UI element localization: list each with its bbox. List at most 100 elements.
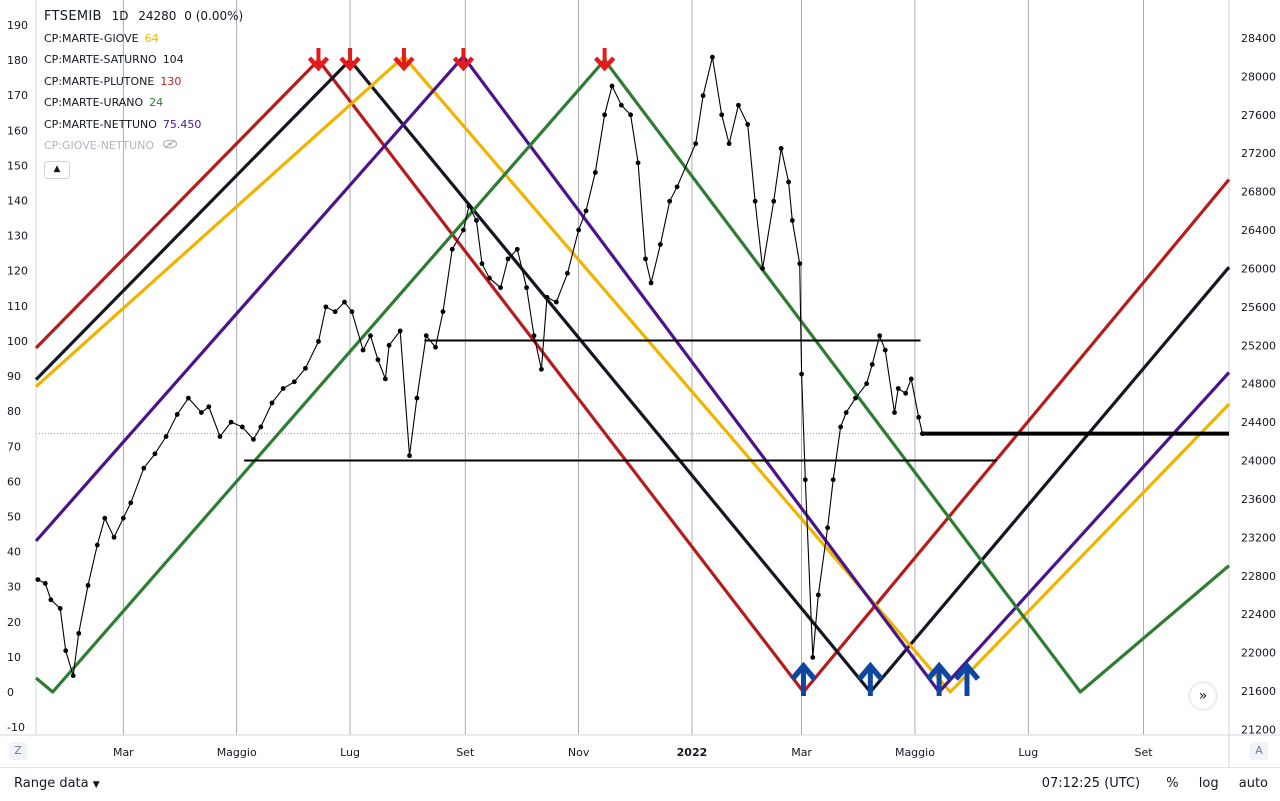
x-tick-label: Mar [791, 746, 812, 759]
price-point [460, 227, 466, 233]
price-point [407, 453, 412, 459]
price-point [843, 410, 849, 415]
cycle-line-cp-marte-giove[interactable] [34, 54, 1231, 694]
left-tick-label: 30 [7, 581, 21, 594]
x-tick-label: Lug [340, 746, 360, 759]
price-point [797, 261, 803, 267]
legend-item-marte-saturno[interactable]: CP:MARTE-SATURNO 104 [44, 49, 243, 71]
legend-series-name: CP:MARTE-URANO [44, 96, 144, 109]
price-point [853, 395, 858, 401]
right-tick-label: 26400 [1241, 224, 1276, 237]
symbol-name[interactable]: FTSEMIB [44, 9, 102, 24]
price-point [414, 395, 420, 401]
price-point [815, 592, 821, 598]
right-tick-label: 23200 [1241, 531, 1276, 544]
price-point [239, 424, 245, 430]
price-point [280, 386, 286, 391]
legend-series-name: CP:MARTE-GIOVE [44, 31, 139, 45]
price-point [895, 386, 901, 391]
price-line[interactable] [37, 57, 923, 676]
price-point [892, 410, 897, 415]
legend-item-marte-urano[interactable]: CP:MARTE-URANO 24 [44, 92, 243, 114]
right-tick-label: 24800 [1241, 378, 1276, 391]
left-tick-label: 70 [7, 440, 21, 453]
chevron-down-icon: ▼ [92, 780, 100, 790]
log-toggle[interactable]: log [1198, 776, 1219, 791]
left-tick-label: 80 [7, 405, 21, 418]
price-point [466, 203, 472, 209]
clock-time[interactable]: 07:12:25 (UTC) [1041, 776, 1141, 791]
price-point [479, 261, 485, 267]
left-tick-label: 190 [7, 19, 28, 32]
right-axis-settings-button[interactable]: A [1250, 742, 1268, 760]
price-point [778, 146, 784, 151]
price-point [745, 122, 751, 127]
price-series [35, 54, 925, 679]
price-point [628, 112, 634, 118]
right-tick-label: 23600 [1241, 493, 1276, 506]
scroll-to-realtime-button[interactable]: » [1190, 683, 1216, 709]
legend-series-value: 130 [160, 74, 182, 88]
price-point [760, 266, 765, 271]
price-point [726, 141, 732, 147]
footer-right: 07:12:25 (UTC) % log auto [1026, 776, 1268, 791]
price-point [903, 390, 909, 396]
percent-toggle[interactable]: % [1166, 776, 1179, 791]
price-point [291, 379, 297, 385]
legend-item-marte-nettuno[interactable]: CP:MARTE-NETTUNO 75.450 [44, 114, 243, 136]
legend-series-name: CP:GIOVE-NETTUNO [44, 139, 155, 152]
x-tick-label: 2022 [677, 746, 708, 759]
price-point [736, 102, 741, 108]
down-arrow-icon [593, 48, 616, 72]
price-chart[interactable]: Mar Maggio Lug Set Nov 2022 Mar Maggio Lug Set -10… [0, 0, 1280, 768]
price-point [57, 606, 63, 611]
change-value: 0 (0.00%) [184, 9, 244, 23]
legend-title-row[interactable]: FTSEMIB 1D 24280 0 (0.00%) [44, 6, 243, 28]
price-point [141, 465, 147, 471]
legend-series-value: 75.450 [162, 117, 202, 131]
price-point [635, 160, 641, 166]
cycle-line-cp-marte-plutone[interactable] [34, 58, 1231, 694]
price-point [710, 54, 715, 60]
price-point [576, 227, 582, 233]
cycle-line-cp-marte-nettuno[interactable] [34, 54, 1231, 694]
price-point [498, 285, 503, 291]
legend: FTSEMIB 1D 24280 0 (0.00%) CP:MARTE-GIOV… [44, 6, 243, 179]
price-point [592, 170, 598, 175]
arrow-head [307, 56, 330, 72]
right-tick-label: 22400 [1241, 608, 1276, 621]
eye-off-icon[interactable] [162, 139, 178, 152]
legend-item-marte-plutone[interactable]: CP:MARTE-PLUTONE 130 [44, 71, 243, 93]
price-point [332, 309, 338, 315]
right-tick-label: 24400 [1241, 416, 1276, 429]
auto-toggle[interactable]: auto [1238, 776, 1268, 791]
right-tick-label: 27600 [1241, 109, 1276, 122]
right-tick-label: 25200 [1241, 339, 1276, 352]
cycle-line-cp-marte-saturno[interactable] [34, 58, 1231, 694]
price-point [643, 256, 648, 262]
range-label: Range data [14, 776, 89, 791]
interval-label[interactable]: 1D [111, 9, 129, 23]
price-point [830, 477, 836, 483]
left-tick-label: 10 [7, 651, 21, 664]
price-point [583, 208, 589, 214]
price-point [94, 542, 100, 548]
left-tick-label: 50 [7, 510, 21, 523]
left-tick-label: 180 [7, 54, 28, 67]
chevron-up-icon[interactable]: ▲ [44, 160, 70, 179]
arrow-head [926, 661, 953, 681]
legend-item-marte-giove[interactable]: CP:MARTE-GIOVE 64 [44, 28, 243, 50]
range-data-button[interactable]: Range data ▼ [14, 776, 100, 791]
legend-series-name: CP:MARTE-PLUTONE [44, 74, 155, 88]
price-point [76, 630, 82, 636]
legend-item-giove-nettuno[interactable]: CP:GIOVE-NETTUNO [44, 135, 243, 157]
left-axis-settings-button[interactable]: Z [9, 742, 27, 760]
x-tick-label: Maggio [217, 746, 257, 759]
arrow-head [593, 56, 616, 72]
price-point [531, 333, 537, 339]
price-point [423, 333, 429, 339]
price-point [505, 256, 511, 262]
price-point [349, 309, 355, 315]
price-point [882, 347, 888, 353]
legend-series-value: 64 [144, 31, 159, 45]
